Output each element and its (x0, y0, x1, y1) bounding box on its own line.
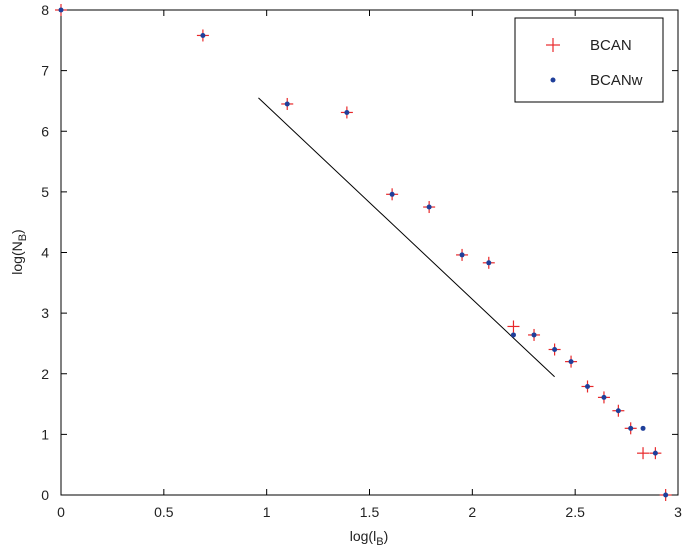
point-bcanw (344, 109, 350, 115)
y-tick-label: 2 (41, 366, 49, 382)
x-tick-label: 2 (468, 504, 476, 520)
y-tick-label: 0 (41, 487, 49, 503)
x-tick-label: 0.5 (154, 504, 174, 520)
point-bcanw (628, 425, 634, 431)
point-bcanw (531, 332, 537, 338)
y-tick-label: 1 (41, 426, 49, 442)
x-tick-label: 0 (57, 504, 65, 520)
axis-ticks: 0 0.5 1 1.5 2 2.5 3 0 1 2 3 4 5 6 7 8 (41, 2, 682, 520)
y-tick-label: 8 (41, 2, 49, 18)
fit-line (258, 97, 555, 378)
point-bcanw (568, 359, 574, 365)
point-bcanw (200, 32, 206, 38)
legend-label-bcan: BCAN (590, 37, 632, 54)
y-tick-label: 3 (41, 305, 49, 321)
point-bcanw (552, 347, 558, 352)
x-tick-label: 1 (263, 504, 271, 520)
legend-box (514, 17, 664, 103)
legend-label-bcanw: BCANw (590, 72, 643, 89)
y-tick-label: 4 (41, 245, 49, 261)
x-tick-label: 3 (674, 504, 682, 520)
legend-marker-bcan (546, 38, 560, 52)
x-tick-label: 2.5 (565, 504, 585, 520)
point-bcan (507, 320, 520, 333)
point-bcanw (284, 101, 290, 107)
point-bcanw (426, 204, 432, 210)
point-bcanw (389, 191, 395, 197)
point-bcanw (640, 425, 646, 431)
y-tick-label: 7 (41, 63, 49, 79)
point-bcanw (601, 394, 607, 400)
y-axis-label: log(NB) (9, 229, 29, 274)
point-bcanw (459, 252, 465, 258)
point-bcan (637, 447, 650, 460)
point-bcanw (663, 492, 669, 498)
legend-marker-bcanw (550, 77, 556, 83)
point-bcanw (652, 450, 658, 456)
legend: BCAN BCANw (514, 17, 664, 103)
point-bcanw (510, 332, 516, 338)
x-axis-label: log(lB) (350, 528, 388, 548)
point-bcanw (58, 7, 64, 13)
y-tick-label: 6 (41, 123, 49, 139)
fit-line-group (258, 97, 555, 378)
point-bcanw (486, 260, 492, 266)
y-tick-label: 5 (41, 184, 49, 200)
point-bcanw (585, 383, 591, 389)
x-tick-label: 1.5 (360, 504, 380, 520)
point-bcanw (615, 408, 621, 414)
data-marks (55, 4, 672, 501)
